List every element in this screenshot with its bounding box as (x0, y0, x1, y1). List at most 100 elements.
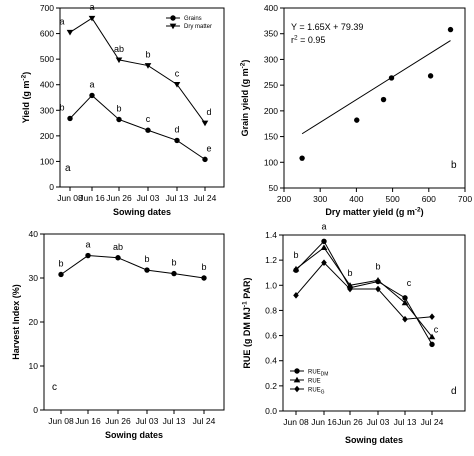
data-point (401, 299, 409, 306)
data-point (171, 270, 177, 277)
panel-d-frame (282, 234, 466, 412)
data-point (144, 63, 152, 69)
panel-letter: b (451, 160, 457, 171)
legend-marker (294, 385, 300, 393)
x-tick-label: Jul 13 (394, 417, 417, 427)
data-point (321, 238, 327, 244)
data-point (320, 244, 328, 250)
y-tick-label: 200 (264, 106, 278, 116)
x-tick-label: Jun 26 (105, 416, 131, 426)
y-axis-label: RUE (g DM MJ-1 PAR) (242, 277, 253, 368)
data-point (202, 156, 208, 163)
legend-label: RUEDM (308, 370, 328, 378)
legend-label: Dry matter (184, 24, 212, 30)
significance-letter: a (89, 2, 94, 12)
panel-c-frame (43, 233, 225, 411)
significance-letter: a (89, 79, 94, 89)
panel-a-frame (59, 7, 225, 188)
x-axis-label: Sowing dates (345, 435, 403, 445)
data-point (115, 255, 121, 261)
y-tick-label: 30 (29, 273, 39, 283)
significance-letter: c (407, 278, 412, 288)
significance-letter: c (175, 68, 180, 78)
panel-letter: a (65, 163, 71, 174)
data-point (85, 252, 91, 259)
x-tick-label: 300 (313, 194, 327, 204)
data-point (67, 115, 73, 122)
x-tick-label: Jul 13 (163, 416, 186, 426)
y-axis-label: Yield (g m-2) (21, 72, 32, 123)
data-point (174, 137, 180, 144)
data-point (374, 277, 382, 283)
y-axis-label: Grain yield (g m-2) (240, 60, 251, 137)
regression-equation: Y = 1.65X + 79.39 (291, 22, 363, 32)
data-point (88, 15, 96, 22)
y-tick-label: 1.0 (265, 280, 277, 290)
panel-letter: d (451, 386, 457, 397)
panel-c: 0 10 20 30 40 Jun 08 Jun 16 Jun 26 Jul 03 Jul 13 J… (11, 229, 216, 440)
series-line (69, 94, 206, 160)
y-tick-label: 50 (269, 183, 279, 193)
series-line (295, 246, 433, 338)
y-tick-label: 0.6 (265, 331, 277, 341)
regression-line (301, 40, 451, 135)
y-tick-label: 250 (264, 80, 278, 90)
legend-label: Grains (184, 16, 202, 22)
x-tick-label: Jun 26 (106, 193, 132, 203)
y-tick-label: 0.2 (265, 381, 277, 391)
legend-marker (294, 368, 300, 374)
significance-letter: a (321, 221, 326, 231)
x-axis-label: Sowing dates (113, 207, 171, 217)
data-point (115, 57, 123, 64)
y-tick-label: 500 (40, 54, 54, 64)
data-point (375, 285, 381, 293)
significance-letter: a (59, 16, 64, 26)
data-point (292, 265, 300, 272)
x-tick-label: Jun 16 (75, 416, 101, 426)
x-tick-label: Jun 16 (311, 417, 337, 427)
data-point (293, 292, 299, 299)
data-point (299, 155, 305, 161)
x-tick-label: Jun 08 (48, 416, 74, 426)
y-tick-label: 0.8 (265, 305, 277, 315)
significance-letter: b (58, 258, 63, 268)
data-point (173, 82, 181, 88)
data-point (89, 92, 95, 99)
legend-label: RUEG (308, 388, 325, 396)
x-tick-label: Jul 24 (193, 416, 216, 426)
significance-letter: b (347, 268, 352, 278)
significance-letter: ab (113, 242, 123, 252)
y-tick-label: 1.2 (265, 255, 277, 265)
data-point (347, 285, 353, 293)
data-point (402, 295, 408, 301)
significance-letter: c (434, 324, 439, 334)
y-tick-label: 300 (40, 105, 54, 115)
data-point (402, 315, 408, 323)
significance-letter: d (174, 124, 179, 134)
y-tick-label: 100 (264, 157, 278, 167)
y-axis-label: Harvest Index (%) (11, 284, 21, 360)
y-tick-label: 600 (40, 29, 54, 39)
legend-marker (169, 23, 177, 30)
data-point (427, 73, 434, 79)
panel-b-frame (283, 7, 466, 189)
significance-letter: b (145, 50, 150, 60)
panel-d: 0.0 0.2 0.4 0.6 0.8 1.0 1.2 1.4 Jun 08 Jun 16 Jun … (242, 221, 457, 445)
data-point (429, 313, 435, 321)
x-tick-label: Jun 08 (283, 417, 309, 427)
x-tick-label: 600 (422, 194, 436, 204)
data-point (144, 267, 150, 273)
significance-letter: b (116, 103, 121, 113)
panel-b: 50 100 150 200 250 300 350 400 200 300 400 500 600 70… (240, 3, 473, 217)
x-tick-label: Jun 08 (57, 193, 83, 203)
data-point (346, 282, 354, 288)
y-tick-label: 0.4 (265, 356, 277, 366)
legend-marker (293, 376, 301, 383)
data-point (321, 259, 327, 266)
data-point (58, 271, 64, 278)
significance-letter: b (144, 254, 149, 264)
data-point (428, 333, 436, 340)
significance-letter: ab (114, 44, 124, 54)
data-point (201, 275, 207, 281)
